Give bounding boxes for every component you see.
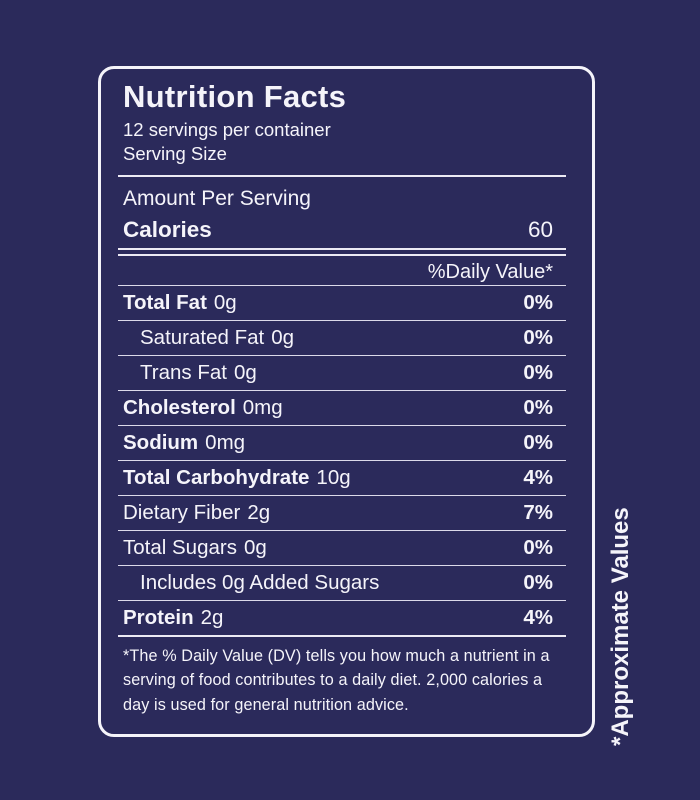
approximate-values-note: *Approximate Values [607,507,634,746]
nutrient-dv: 0% [523,290,553,314]
nutrient-amount: 0mg [205,430,246,454]
table-row-total-fat: Total Fat 0g 0% [118,286,566,321]
nutrient-name: Total Carbohydrate [123,465,310,489]
divider-double [118,248,566,256]
nutrient-name: Total Sugars [123,535,237,559]
divider-thin [118,284,566,286]
nutrient-amount: 2g [247,500,271,524]
table-row-trans-fat: Trans Fat 0g 0% [118,356,566,391]
amount-per-serving-heading: Amount Per Serving [123,187,311,210]
nutrient-amount: 0g [271,325,295,349]
nutrient-amount: 10g [316,465,351,489]
nutrient-rows: Total Fat 0g 0% Saturated Fat 0g 0% Trans … [118,286,566,635]
calories-value: 60 [527,217,553,242]
table-row-added-sugars: Includes 0g Added Sugars 0% [118,566,566,601]
table-row-dietary-fiber: Dietary Fiber 2g 7% [118,496,566,531]
nutrient-amount: 0g [213,290,237,314]
table-row-protein: Protein 2g 4% [118,601,566,635]
nutrient-amount: 2g [200,605,224,629]
nutrient-name: Protein [123,605,194,629]
nutrient-dv: 4% [523,605,553,629]
nutrient-name: Dietary Fiber [123,500,241,524]
daily-value-header: %Daily Value* [427,260,553,283]
nutrient-name: Includes 0g Added Sugars [140,570,380,594]
nutrient-dv: 0% [523,430,553,454]
nutrient-name: Total Fat [123,290,207,314]
nutrient-name: Trans Fat [140,360,227,384]
divider-thick-top [118,175,566,177]
nutrient-amount: 0g [243,535,267,559]
serving-size: Serving Size [123,143,227,164]
calories-label: Calories [123,217,212,242]
servings-per-container: 12 servings per container [123,119,331,140]
nutrient-name: Sodium [123,430,199,454]
nutrient-dv: 0% [523,535,553,559]
table-row-total-sugars: Total Sugars 0g 0% [118,531,566,566]
table-row-saturated-fat: Saturated Fat 0g 0% [118,321,566,356]
table-row-cholesterol: Cholesterol 0mg 0% [118,391,566,426]
nutrition-facts-panel: Nutrition Facts 12 servings per containe… [98,66,595,737]
nutrient-name: Cholesterol [123,395,236,419]
nutrient-dv: 0% [523,570,553,594]
label-title: Nutrition Facts [123,79,347,114]
nutrient-dv: 0% [523,395,553,419]
nutrient-dv: 7% [523,500,553,524]
table-row-sodium: Sodium 0mg 0% [118,426,566,461]
table-row-total-carbohydrate: Total Carbohydrate 10g 4% [118,461,566,496]
divider-thick-bottom [118,634,566,637]
nutrient-dv: 0% [523,325,553,349]
nutrient-amount: 0mg [242,395,283,419]
nutrient-name: Saturated Fat [140,325,265,349]
nutrient-dv: 0% [523,360,553,384]
nutrient-amount: 0g [233,360,257,384]
daily-value-footnote: *The % Daily Value (DV) tells you how mu… [123,646,550,714]
nutrient-dv: 4% [523,465,553,489]
calories-row: Calories 60 [118,216,566,244]
